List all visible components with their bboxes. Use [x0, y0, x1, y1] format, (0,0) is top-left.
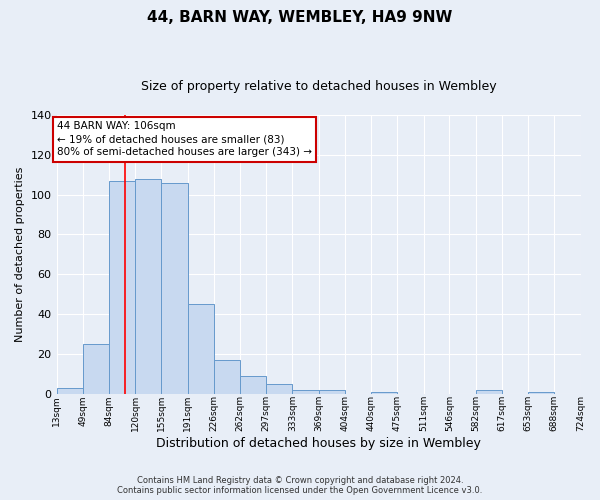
Bar: [266, 384, 292, 394]
Bar: [528, 392, 554, 394]
Title: Size of property relative to detached houses in Wembley: Size of property relative to detached ho…: [141, 80, 496, 93]
Bar: [240, 376, 266, 394]
Bar: [56, 388, 83, 394]
Text: 44 BARN WAY: 106sqm
← 19% of detached houses are smaller (83)
80% of semi-detach: 44 BARN WAY: 106sqm ← 19% of detached ho…: [57, 121, 312, 158]
Bar: [161, 182, 188, 394]
X-axis label: Distribution of detached houses by size in Wembley: Distribution of detached houses by size …: [156, 437, 481, 450]
Text: Contains HM Land Registry data © Crown copyright and database right 2024.
Contai: Contains HM Land Registry data © Crown c…: [118, 476, 482, 495]
Bar: [188, 304, 214, 394]
Bar: [371, 392, 397, 394]
Bar: [83, 344, 109, 394]
Bar: [214, 360, 240, 394]
Bar: [476, 390, 502, 394]
Bar: [292, 390, 319, 394]
Bar: [319, 390, 344, 394]
Y-axis label: Number of detached properties: Number of detached properties: [15, 166, 25, 342]
Bar: [136, 178, 161, 394]
Text: 44, BARN WAY, WEMBLEY, HA9 9NW: 44, BARN WAY, WEMBLEY, HA9 9NW: [148, 10, 452, 25]
Bar: [109, 180, 136, 394]
